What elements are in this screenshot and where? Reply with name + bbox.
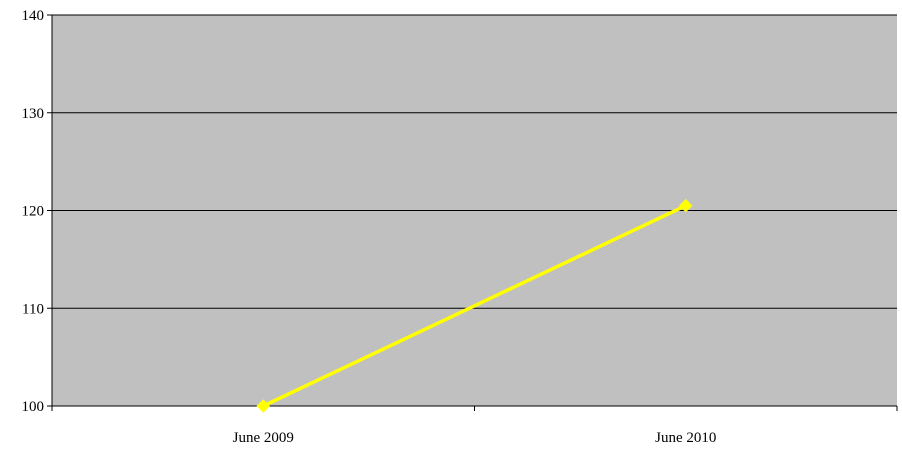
data-point-0-1 — [679, 198, 693, 213]
y-tick-label-4: 140 — [22, 8, 45, 24]
x-tick-label-0: June 2009 — [233, 430, 294, 446]
y-tick-label-1: 110 — [22, 301, 44, 317]
y-tick-label-2: 120 — [22, 204, 45, 220]
y-tick-label-3: 130 — [22, 106, 45, 122]
x-tick-label-1: June 2010 — [655, 430, 716, 446]
y-axis-ticks: 100 110 120 130 140 — [22, 8, 52, 415]
series-group — [256, 198, 693, 413]
y-tick-label-0: 100 — [22, 399, 45, 415]
x-axis-ticks: June 2009 June 2010 — [51, 406, 898, 446]
data-point-0-0 — [256, 399, 270, 413]
series-line-0 — [262, 204, 687, 408]
